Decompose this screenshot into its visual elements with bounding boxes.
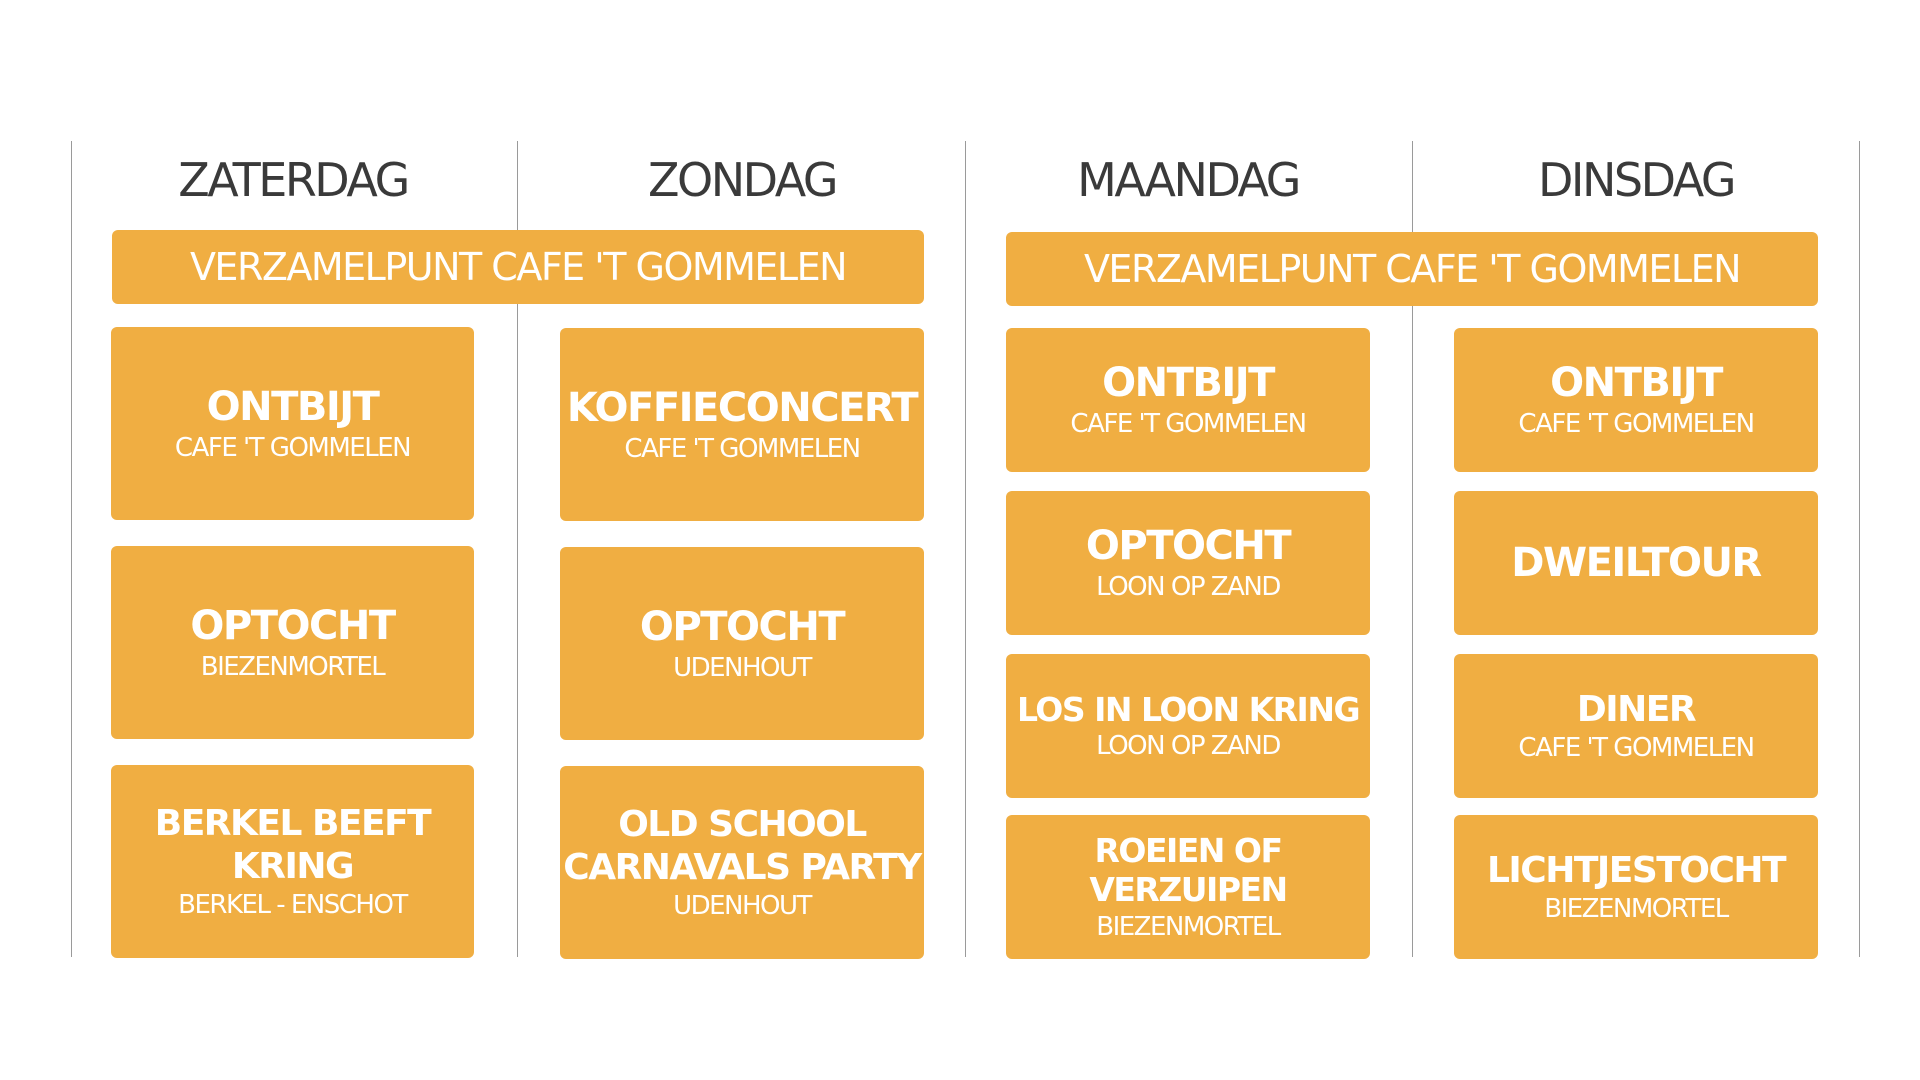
event-location: CAFE 'T GOMMELEN bbox=[1518, 733, 1755, 763]
event-title: KOFFIECONCERT bbox=[566, 384, 919, 431]
event-location: BIEZENMORTEL bbox=[200, 651, 386, 682]
event-title: LICHTJESTOCHT bbox=[1486, 849, 1787, 891]
event-location: BIEZENMORTEL bbox=[1544, 894, 1729, 924]
day-header-dinsdag: DINSDAG bbox=[1537, 153, 1737, 207]
event-title: OPTOCHT bbox=[639, 603, 846, 650]
column-divider bbox=[965, 141, 966, 957]
column-divider bbox=[1412, 141, 1413, 957]
event-title: BERKEL BEEFT bbox=[154, 802, 432, 844]
event-card: KOFFIECONCERT CAFE 'T GOMMELEN bbox=[560, 328, 924, 521]
event-card: OPTOCHT BIEZENMORTEL bbox=[111, 546, 474, 739]
column-divider bbox=[517, 141, 518, 957]
event-title: LOS IN LOON KRING bbox=[1016, 689, 1361, 729]
event-card: ONTBIJT CAFE 'T GOMMELEN bbox=[1454, 328, 1818, 472]
event-location: UDENHOUT bbox=[673, 891, 812, 922]
event-card: BERKEL BEEFT KRING BERKEL - ENSCHOT bbox=[111, 765, 474, 958]
event-title: OPTOCHT bbox=[190, 602, 396, 649]
gathering-point-banner-weekdays: VERZAMELPUNT CAFE 'T GOMMELEN bbox=[1006, 232, 1818, 306]
event-card: DWEILTOUR bbox=[1454, 491, 1818, 635]
event-card: DINER CAFE 'T GOMMELEN bbox=[1454, 654, 1818, 798]
event-title: KRING bbox=[231, 845, 355, 887]
event-location: LOON OP ZAND bbox=[1096, 731, 1281, 762]
event-title: OLD SCHOOL bbox=[618, 803, 867, 845]
event-title: CARNAVALS PARTY bbox=[563, 846, 922, 888]
event-card: OLD SCHOOL CARNAVALS PARTY UDENHOUT bbox=[560, 766, 924, 959]
event-location: BERKEL - ENSCHOT bbox=[178, 890, 408, 921]
event-card: LICHTJESTOCHT BIEZENMORTEL bbox=[1454, 815, 1818, 959]
event-title: ROEIEN OF VERZUIPEN bbox=[1089, 830, 1288, 910]
event-card: OPTOCHT UDENHOUT bbox=[560, 547, 924, 740]
event-title: OPTOCHT bbox=[1085, 523, 1292, 570]
event-title: ONTBIJT bbox=[1102, 360, 1275, 407]
event-card: OPTOCHT LOON OP ZAND bbox=[1006, 491, 1370, 635]
event-card: ONTBIJT CAFE 'T GOMMELEN bbox=[1006, 328, 1370, 472]
gathering-point-banner-weekend: VERZAMELPUNT CAFE 'T GOMMELEN bbox=[112, 230, 924, 304]
day-header-zondag: ZONDAG bbox=[647, 153, 839, 207]
event-title: ONTBIJT bbox=[206, 383, 380, 430]
event-location: CAFE 'T GOMMELEN bbox=[624, 433, 861, 464]
column-divider bbox=[1859, 141, 1860, 957]
event-title: DINER bbox=[1576, 688, 1697, 730]
event-location: CAFE 'T GOMMELEN bbox=[1518, 409, 1755, 440]
event-card: ONTBIJT CAFE 'T GOMMELEN bbox=[111, 327, 474, 520]
event-location: BIEZENMORTEL bbox=[1096, 912, 1281, 942]
event-title: ONTBIJT bbox=[1550, 360, 1723, 407]
event-title: DWEILTOUR bbox=[1511, 540, 1762, 586]
event-card: ROEIEN OF VERZUIPEN BIEZENMORTEL bbox=[1006, 815, 1370, 959]
day-header-zaterdag: ZATERDAG bbox=[178, 153, 410, 207]
event-location: CAFE 'T GOMMELEN bbox=[174, 432, 412, 463]
column-divider bbox=[71, 141, 72, 957]
event-location: CAFE 'T GOMMELEN bbox=[1070, 409, 1307, 440]
event-card: LOS IN LOON KRING LOON OP ZAND bbox=[1006, 654, 1370, 798]
event-location: LOON OP ZAND bbox=[1096, 572, 1281, 603]
day-header-maandag: MAANDAG bbox=[1077, 153, 1301, 207]
event-location: UDENHOUT bbox=[673, 652, 812, 683]
